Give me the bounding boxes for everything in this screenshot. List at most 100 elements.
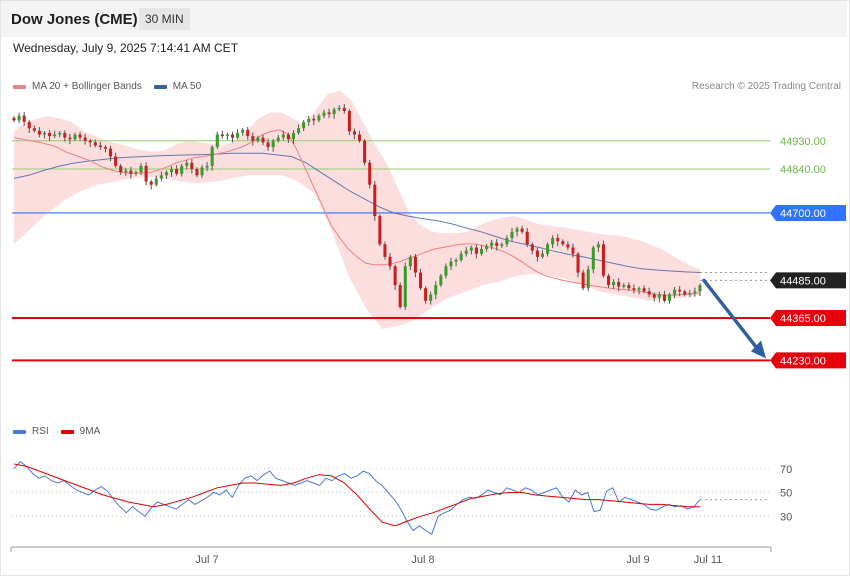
candle-body <box>230 134 235 138</box>
candle-body <box>246 129 250 137</box>
candle-body <box>637 288 641 290</box>
level-label: 44840.00 <box>780 164 826 176</box>
candle-body <box>601 244 605 276</box>
candle-body <box>317 115 321 121</box>
candle-body <box>403 266 407 308</box>
legend-ma20: MA 20 + Bollinger Bands <box>13 81 142 92</box>
level-label: 44230.00 <box>780 355 826 367</box>
instrument-title: Dow Jones (CME) <box>11 11 138 28</box>
rsi-tick-label: 50 <box>780 488 792 500</box>
candle-body <box>149 181 153 185</box>
candle-body <box>297 128 301 133</box>
candle-body <box>642 288 646 292</box>
legend-ma50: MA 50 <box>153 81 201 92</box>
candle-body <box>175 169 179 174</box>
candle-body <box>617 281 621 287</box>
candle-body <box>444 266 448 276</box>
candle-body <box>12 117 16 121</box>
candle-body <box>667 294 672 301</box>
interval-badge[interactable]: 30 MIN <box>139 8 190 30</box>
timestamp: Wednesday, July 9, 2025 7:14:41 AM CET <box>13 41 239 55</box>
candle-body <box>17 115 21 121</box>
level-tag-support <box>770 310 846 327</box>
candle-body <box>586 269 590 289</box>
projection-arrow-head <box>751 340 766 359</box>
candle-body <box>612 281 616 286</box>
x-axis-label: Jul 9 <box>626 554 649 566</box>
candle-body <box>352 131 356 135</box>
candle-body <box>27 121 31 129</box>
candle-body <box>220 134 224 137</box>
candle-body <box>424 288 428 301</box>
candle-body <box>286 134 290 140</box>
candle-body <box>42 132 47 135</box>
legend-rsi-label: RSI <box>32 426 49 437</box>
legend-rsi: RSI <box>13 426 49 437</box>
candle-body <box>393 266 397 286</box>
candle-body <box>48 132 52 137</box>
candle-body <box>566 244 570 248</box>
candle-body <box>485 245 489 250</box>
candle-body <box>525 231 529 245</box>
candle-body <box>22 115 26 122</box>
candle-body <box>210 147 214 166</box>
candle-body <box>164 172 168 176</box>
candle-body <box>256 137 260 141</box>
candle-body <box>68 137 72 140</box>
candle-body <box>322 112 326 116</box>
candle-body <box>652 294 656 298</box>
candle-body <box>520 228 524 232</box>
candle-body <box>388 256 392 267</box>
candle-body <box>683 291 687 295</box>
candle-body <box>418 272 423 289</box>
candle-body <box>591 247 595 270</box>
level-tag-pivot <box>770 204 846 221</box>
candle-body <box>581 272 585 289</box>
candle-body <box>58 132 62 135</box>
x-axis-label: Jul 8 <box>411 554 434 566</box>
candle-body <box>490 242 494 246</box>
candle-body <box>195 169 199 176</box>
candle-body <box>698 285 702 292</box>
candle-body <box>63 132 67 138</box>
level-label: 44930.00 <box>780 136 826 148</box>
candle-body <box>500 244 504 246</box>
candle-body <box>515 228 519 232</box>
candle-body <box>505 238 509 245</box>
candle-body <box>302 121 306 129</box>
candle-body <box>510 231 514 239</box>
candle-body <box>368 162 372 185</box>
candle-body <box>205 165 209 168</box>
candle-body <box>551 238 555 245</box>
candle-body <box>78 134 82 138</box>
candle-body <box>398 285 402 308</box>
candle-body <box>383 244 387 257</box>
candle-body <box>459 253 463 260</box>
rsi-swatch <box>13 429 26 434</box>
candle-body <box>327 112 331 115</box>
candle-body <box>332 109 336 115</box>
level-label: 44700.00 <box>780 208 826 220</box>
candle-body <box>114 156 118 166</box>
candle-body <box>312 118 316 121</box>
candle-body <box>378 216 382 245</box>
candle-body <box>276 137 280 141</box>
bollinger-band <box>14 90 700 329</box>
candle-body <box>144 165 148 182</box>
candle-body <box>688 292 692 295</box>
candle-body <box>622 285 626 287</box>
candle-body <box>225 134 229 137</box>
candle-body <box>434 285 438 295</box>
candle-body <box>535 250 539 257</box>
candle-body <box>673 289 677 295</box>
candle-body <box>266 142 270 148</box>
candle-body <box>429 294 433 301</box>
candle-body <box>53 134 57 137</box>
candle-body <box>261 137 265 143</box>
candle-body <box>469 247 473 251</box>
x-axis-label: Jul 11 <box>694 554 723 566</box>
candle-body <box>662 294 666 301</box>
candle-body <box>373 184 377 217</box>
ma9-swatch <box>60 429 74 434</box>
candle-body <box>37 130 41 135</box>
